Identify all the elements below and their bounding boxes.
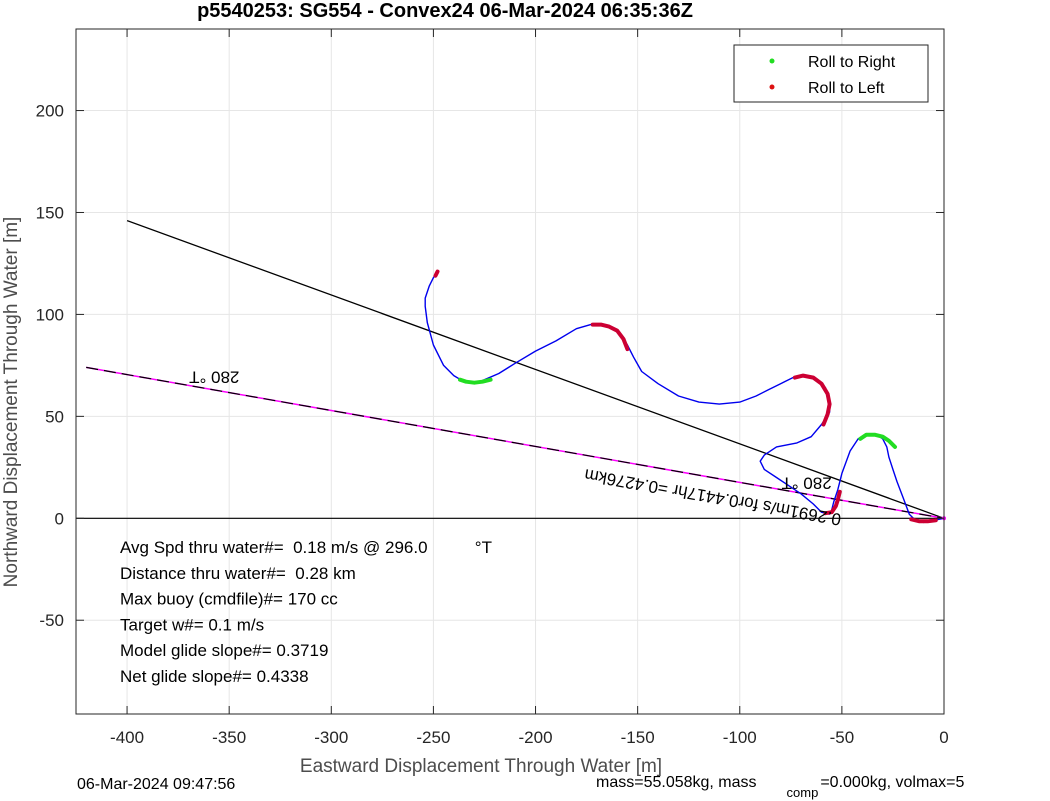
legend-marker-roll-left xyxy=(769,84,775,90)
annotation-text: 280 °T xyxy=(189,368,239,387)
y-axis-label: Northward Displacement Through Water [m] xyxy=(1,217,22,588)
y-tick-label: 100 xyxy=(36,305,64,324)
chart-title: p5540253: SG554 - Convex24 06-Mar-2024 0… xyxy=(197,0,693,22)
roll-left-segment xyxy=(909,517,938,524)
stats-block: Avg Spd thru water#= 0.18 m/s @ 296.0 °T… xyxy=(120,538,492,686)
x-axis-label: Eastward Displacement Through Water [m] xyxy=(300,756,662,777)
footer-mass-suffix: =0.000kg, volmax=5 xyxy=(820,774,964,791)
x-tick-label: -100 xyxy=(723,728,757,747)
current-line-dashed xyxy=(86,366,945,519)
roll-left-segment xyxy=(433,269,440,278)
x-tick-label: -150 xyxy=(621,728,655,747)
y-tick-label: 150 xyxy=(36,203,64,222)
x-tick-label: -350 xyxy=(212,728,246,747)
stats-line: Max buoy (cmdfile)#= 170 cc xyxy=(120,590,338,609)
x-tick-label: -300 xyxy=(314,728,348,747)
y-tick-label: -50 xyxy=(39,611,64,630)
roll-right-segment xyxy=(858,432,897,449)
stats-line: Model glide slope#= 0.3719 xyxy=(120,641,328,660)
footer-mass-subscript: comp xyxy=(787,785,819,800)
x-tick-label: -400 xyxy=(110,728,144,747)
legend-box xyxy=(733,44,929,103)
stats-line: Avg Spd thru water#= 0.18 m/s @ 296.0 °T xyxy=(120,538,492,557)
stats-line: Target w#= 0.1 m/s xyxy=(120,615,264,634)
y-tick-labels: -50 0 50 100 150 200 xyxy=(36,102,944,630)
x-tick-label: 0 xyxy=(939,728,948,747)
legend-label-roll-right: Roll to Right xyxy=(808,54,896,71)
x-tick-label: -50 xyxy=(830,728,855,747)
y-tick-label: 200 xyxy=(36,102,64,121)
roll-right-segment xyxy=(458,377,493,385)
footer-timestamp: 06-Mar-2024 09:47:56 xyxy=(77,776,235,793)
plot-lines xyxy=(76,219,946,524)
x-tick-label: -200 xyxy=(519,728,553,747)
x-tick-label: -250 xyxy=(416,728,450,747)
heading-line xyxy=(126,219,945,519)
roll-left-segment xyxy=(823,489,842,516)
legend-label-roll-left: Roll to Left xyxy=(808,80,885,97)
footer-mass: mass=55.058kg, mass comp=0.000kg, volmax=… xyxy=(596,774,965,800)
footer-mass-prefix: mass=55.058kg, mass xyxy=(596,774,757,791)
x-tick-labels: -400 -350 -300 -250 -200 -150 -100 -50 0 xyxy=(110,29,949,747)
stats-line: Net glide slope#= 0.4338 xyxy=(120,667,309,686)
roll-left-segment xyxy=(590,322,630,352)
axes-box xyxy=(75,28,945,715)
legend-marker-roll-right xyxy=(769,58,775,64)
annotation-text: 280 °T xyxy=(781,474,831,493)
y-tick-label: 0 xyxy=(55,509,64,528)
y-tick-label: 50 xyxy=(45,407,64,426)
legend: Roll to Right Roll to Left xyxy=(733,44,929,103)
stats-line: Distance thru water#= 0.28 km xyxy=(120,564,356,583)
roll-left-segment xyxy=(792,373,832,427)
